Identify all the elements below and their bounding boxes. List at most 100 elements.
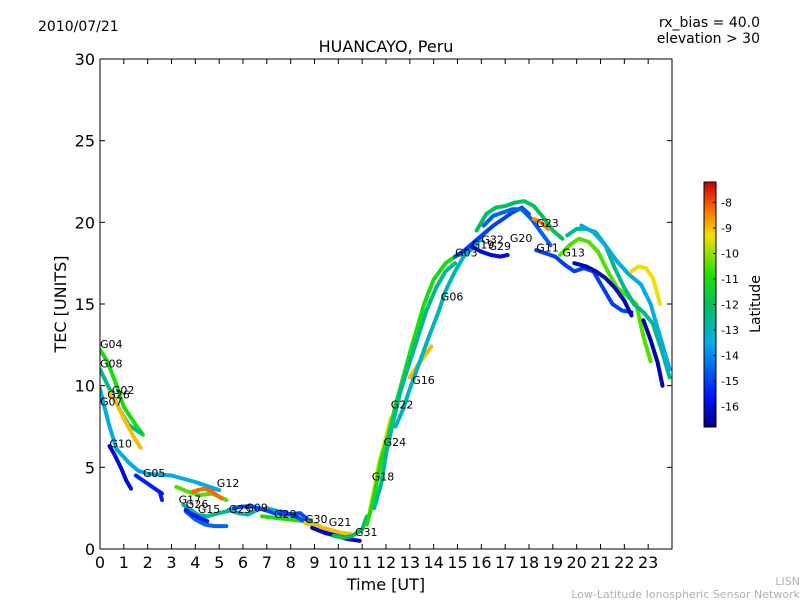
satellite-label-g13: G13 (562, 247, 585, 260)
chart-title: HUANCAYO, Peru (319, 37, 454, 56)
series-g06 (393, 236, 484, 429)
satellite-label-g18: G18 (372, 470, 395, 483)
series-g02 (107, 390, 143, 450)
rx-bias-label: rx_bias = 40.0 (659, 15, 760, 31)
satellite-label-g30: G30 (305, 513, 328, 526)
series-layer (100, 199, 672, 543)
x-tick-label: 22 (614, 553, 634, 572)
series-g07 (100, 386, 222, 493)
x-tick-label: 8 (286, 553, 296, 572)
series-g11 (534, 248, 634, 315)
x-tick-label: 14 (423, 553, 443, 572)
series-g20 (474, 199, 565, 241)
satellite-label-g19: G19 (472, 239, 495, 252)
x-tick-label: 21 (590, 553, 610, 572)
series-g05b (629, 264, 663, 306)
satellite-label-g04: G04 (100, 338, 123, 351)
series-g31b (331, 514, 369, 540)
y-tick-label: 25 (75, 132, 95, 151)
y-tick-label: 15 (75, 295, 95, 314)
satellite-label-g25: G25 (229, 503, 252, 516)
x-tick-label: 18 (519, 553, 539, 572)
x-tick-label: 15 (447, 553, 467, 572)
colorbar-tick-label: -11 (721, 273, 739, 286)
x-tick-label: 16 (471, 553, 491, 572)
series-g17 (181, 502, 236, 519)
colorbar-tick-label: -15 (721, 375, 739, 388)
colorbar-tick-label: -8 (721, 196, 732, 209)
series-g12b (190, 486, 224, 501)
satellite-label-g23: G23 (536, 217, 559, 230)
y-tick-label: 0 (85, 540, 95, 559)
satellite-label-g24: G24 (384, 436, 407, 449)
x-tick-label: 19 (543, 553, 563, 572)
y-tick-label: 20 (75, 213, 95, 232)
x-tick-label: 0 (95, 553, 105, 572)
satellite-label-g32: G32 (481, 234, 504, 247)
satellite-label-g05: G05 (143, 467, 166, 480)
satellite-label-g29: G29 (489, 240, 512, 253)
x-tick-label: 3 (166, 553, 176, 572)
x-tick-label: 11 (352, 553, 372, 572)
satellite-label-g11: G11 (536, 242, 559, 255)
colorbar-ticks: -8 -9 -10 -11 -12 -13 -14 -15 -16 (713, 196, 739, 414)
series-g10b (572, 261, 634, 318)
x-tick-label: 2 (143, 553, 153, 572)
footer-lisn: LISN (775, 575, 800, 588)
series-g15 (183, 509, 229, 529)
y-tick-label: 10 (75, 377, 95, 396)
satellite-label-g09: G09 (245, 501, 268, 514)
satellite-label-g29: G29 (274, 508, 297, 521)
satellite-label-g22: G22 (391, 399, 414, 412)
series-g09 (231, 504, 312, 524)
satellite-label-g12: G12 (217, 477, 240, 490)
satellite-label-g02: G02 (112, 384, 135, 397)
x-tick-label: 17 (495, 553, 515, 572)
axis-ticks: 0 1 2 3 4 5 6 7 8 9 10 11 12 13 14 15 16 17 18 19 20 21 22 2305… (75, 50, 672, 572)
y-tick-label: 5 (85, 458, 95, 477)
y-tick-label: 30 (75, 50, 95, 69)
date-label: 2010/07/21 (38, 19, 119, 35)
series-g26b (579, 223, 672, 372)
x-tick-label: 23 (638, 553, 658, 572)
satellite-label-g15: G15 (198, 503, 221, 516)
satellite-label-g21: G21 (329, 516, 352, 529)
series-g26 (183, 507, 210, 524)
satellite-label-g26: G26 (107, 389, 130, 402)
satellite-label-g07: G07 (100, 395, 123, 408)
colorbar-tick-label: -9 (721, 222, 732, 235)
satellite-label-g20: G20 (510, 232, 533, 245)
x-tick-label: 9 (309, 553, 319, 572)
satellite-label-g08: G08 (100, 358, 123, 371)
x-tick-label: 20 (566, 553, 586, 572)
series-g21 (303, 520, 355, 537)
elevation-label: elevation > 30 (657, 31, 760, 47)
series-g13 (558, 236, 653, 364)
colorbar-label: Latitude (748, 275, 764, 333)
satellite-label-g16: G16 (412, 374, 435, 387)
x-tick-label: 1 (119, 553, 129, 572)
x-tick-label: 10 (328, 553, 348, 572)
satellite-label-g03: G03 (455, 247, 478, 260)
x-tick-label: 5 (214, 553, 224, 572)
series-g31c (641, 318, 665, 388)
series-g23 (531, 217, 551, 231)
x-tick-label: 4 (190, 553, 200, 572)
series-g05 (133, 473, 164, 502)
series-g04 (100, 347, 145, 437)
satellite-label-g31: G31 (355, 526, 378, 539)
x-tick-label: 12 (376, 553, 396, 572)
x-tick-label: 7 (262, 553, 272, 572)
series-g19 (469, 244, 510, 259)
series-g10 (107, 444, 133, 491)
colorbar-tick-label: -14 (721, 350, 739, 363)
series-g32 (481, 207, 553, 248)
colorbar-tick-label: -10 (721, 247, 739, 260)
satellite-label-g10: G10 (110, 438, 133, 451)
colorbar-tick-label: -16 (721, 401, 739, 414)
x-tick-label: 13 (400, 553, 420, 572)
satellite-label-g26: G26 (186, 498, 209, 511)
satellite-label-g17: G17 (179, 493, 202, 506)
